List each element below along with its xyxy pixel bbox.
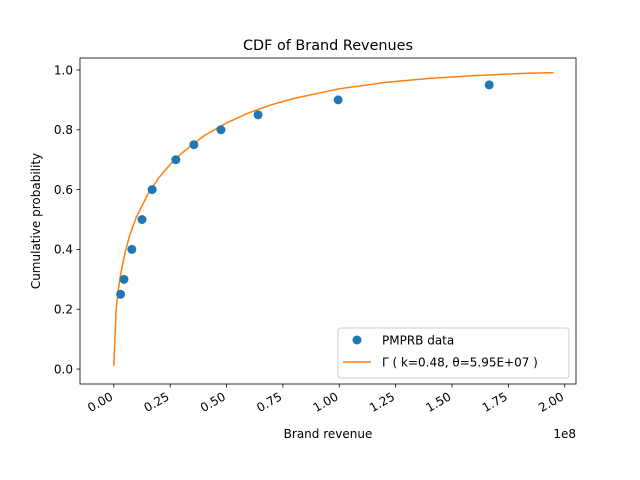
data-point: [171, 155, 181, 165]
legend-marker-scatter: [352, 335, 362, 345]
legend-box: [337, 327, 570, 379]
data-point: [216, 125, 226, 135]
data-point: [137, 215, 147, 225]
legend-label-fit: Γ ( k=0.48, θ=5.95E+07 ): [382, 356, 538, 370]
data-point: [484, 80, 494, 90]
data-point: [116, 289, 126, 299]
data-point: [333, 95, 343, 105]
legend-label-data: PMPRB data: [382, 334, 454, 348]
plot-area: [113, 71, 554, 367]
y-tick-label: 1.0: [54, 63, 73, 77]
chart-title: CDF of Brand Revenues: [243, 38, 413, 54]
y-tick-label: 0.0: [54, 362, 73, 376]
legend: PMPRB data Γ ( k=0.48, θ=5.95E+07 ): [337, 327, 570, 379]
y-tick-label: 0.8: [54, 123, 73, 137]
x-axis-label: Brand revenue: [284, 427, 373, 441]
y-tick-label: 0.4: [54, 243, 73, 257]
y-tick-label: 0.6: [54, 183, 73, 197]
x-axis-offset-label: 1e8: [553, 427, 576, 441]
y-axis-label: Cumulative probability: [29, 153, 43, 289]
axes-frame: [79, 57, 577, 385]
data-point: [253, 110, 263, 120]
y-tick-label: 0.2: [54, 303, 73, 317]
data-point: [189, 140, 199, 150]
data-point: [127, 244, 137, 254]
data-point: [147, 185, 157, 195]
data-point: [119, 274, 129, 284]
